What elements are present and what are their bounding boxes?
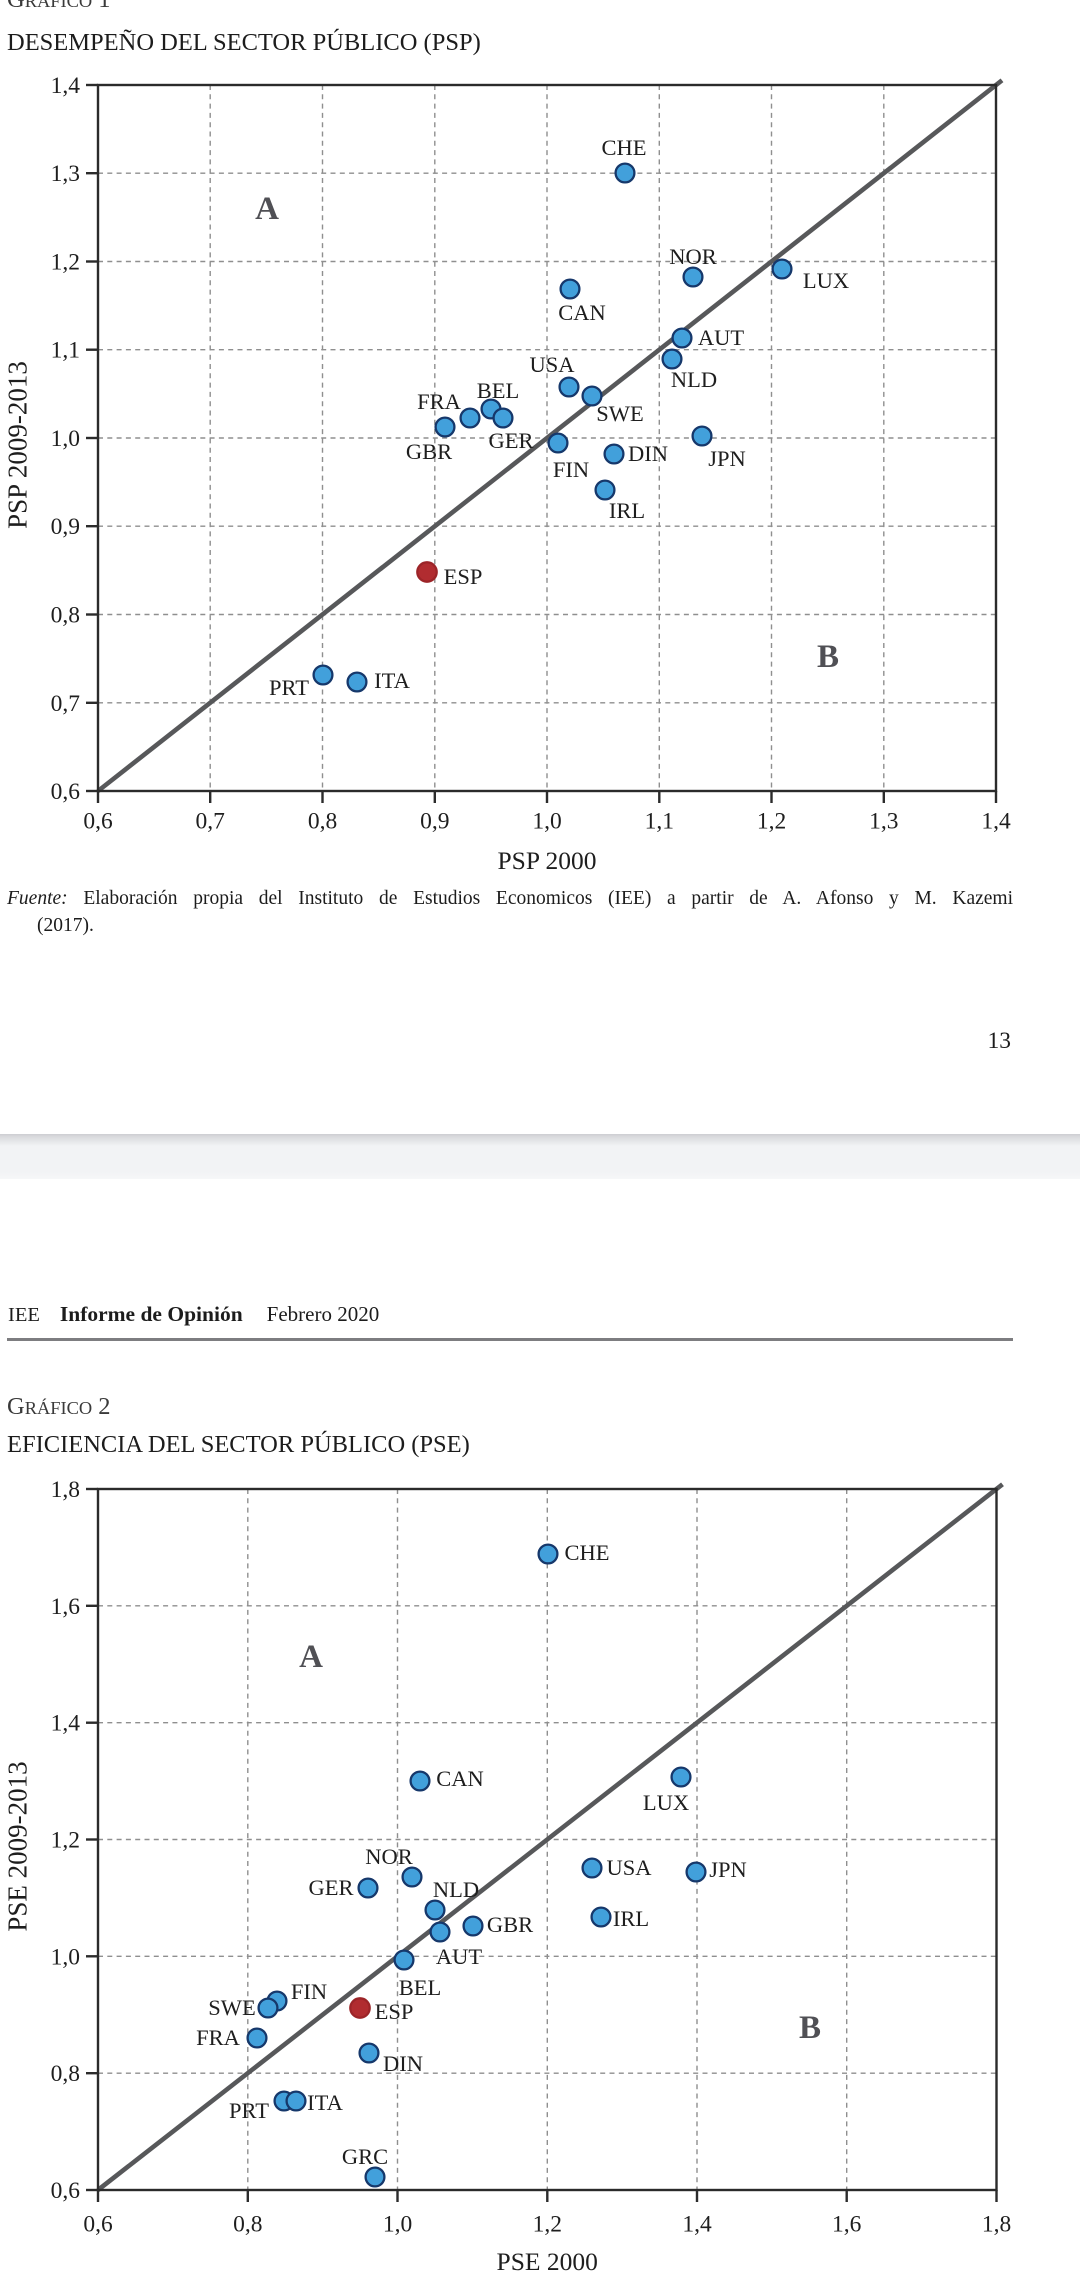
svg-text:1,2: 1,2 <box>533 2212 562 2238</box>
svg-text:PRT: PRT <box>269 675 309 700</box>
svg-text:NLD: NLD <box>433 1877 479 1902</box>
svg-text:A: A <box>299 1639 323 1675</box>
svg-text:PSP 2009-2013: PSP 2009-2013 <box>3 361 33 529</box>
svg-text:BEL: BEL <box>477 378 520 403</box>
svg-text:CHE: CHE <box>602 135 647 160</box>
svg-text:CHE: CHE <box>565 1540 610 1565</box>
svg-text:FRA: FRA <box>417 389 462 414</box>
svg-text:ITA: ITA <box>374 668 410 693</box>
svg-text:PSE 2009-2013: PSE 2009-2013 <box>3 1761 33 1931</box>
svg-text:USA: USA <box>529 352 575 377</box>
svg-text:0,8: 0,8 <box>51 603 80 629</box>
svg-text:ITA: ITA <box>307 2090 343 2115</box>
svg-text:FRA: FRA <box>196 2025 241 2050</box>
svg-text:PSP 2000: PSP 2000 <box>498 846 597 875</box>
svg-text:1,3: 1,3 <box>51 161 80 187</box>
svg-text:1,3: 1,3 <box>869 809 898 835</box>
svg-text:1,4: 1,4 <box>51 1711 81 1737</box>
svg-text:0,8: 0,8 <box>51 2061 80 2087</box>
svg-text:0,7: 0,7 <box>51 691 81 717</box>
svg-text:USA: USA <box>606 1855 652 1880</box>
svg-text:PRT: PRT <box>229 2098 269 2123</box>
svg-text:GER: GER <box>309 1875 354 1900</box>
svg-text:0,6: 0,6 <box>51 779 81 805</box>
svg-text:0,6: 0,6 <box>83 2212 113 2238</box>
svg-text:PSE 2000: PSE 2000 <box>497 2247 598 2276</box>
svg-text:B: B <box>817 639 839 675</box>
svg-text:DIN: DIN <box>383 2051 423 2076</box>
svg-text:GER: GER <box>489 428 534 453</box>
svg-text:0,7: 0,7 <box>196 809 226 835</box>
svg-text:LUX: LUX <box>643 1790 689 1815</box>
svg-text:JPN: JPN <box>709 1857 747 1882</box>
svg-text:0,6: 0,6 <box>83 809 113 835</box>
svg-text:JPN: JPN <box>708 446 746 471</box>
svg-text:1,0: 1,0 <box>532 809 561 835</box>
svg-text:CAN: CAN <box>558 300 606 325</box>
svg-text:AUT: AUT <box>698 325 744 350</box>
svg-text:1,4: 1,4 <box>51 73 81 99</box>
svg-text:1,6: 1,6 <box>832 2212 862 2238</box>
svg-text:IRL: IRL <box>613 1906 649 1931</box>
svg-text:LUX: LUX <box>803 268 849 293</box>
svg-text:0,8: 0,8 <box>233 2212 262 2238</box>
svg-text:A: A <box>255 191 279 227</box>
svg-text:1,6: 1,6 <box>51 1594 81 1620</box>
svg-text:ESP: ESP <box>375 1999 414 2024</box>
svg-text:SWE: SWE <box>208 1995 256 2020</box>
svg-text:GBR: GBR <box>406 439 452 464</box>
svg-text:1,4: 1,4 <box>682 2212 712 2238</box>
svg-text:SWE: SWE <box>596 401 644 426</box>
svg-text:1,4: 1,4 <box>981 809 1011 835</box>
svg-text:NLD: NLD <box>671 367 717 392</box>
svg-text:1,2: 1,2 <box>51 250 80 276</box>
svg-text:0,8: 0,8 <box>308 809 337 835</box>
svg-text:NOR: NOR <box>365 1844 413 1869</box>
svg-text:FIN: FIN <box>291 1979 327 2004</box>
svg-text:NOR: NOR <box>669 244 717 269</box>
svg-text:1,8: 1,8 <box>982 2212 1011 2238</box>
svg-text:1,8: 1,8 <box>51 1477 80 1503</box>
svg-text:DIN: DIN <box>628 441 668 466</box>
svg-text:0,9: 0,9 <box>51 514 80 540</box>
svg-text:IRL: IRL <box>609 498 645 523</box>
svg-text:1,0: 1,0 <box>51 426 80 452</box>
svg-text:1,2: 1,2 <box>51 1828 80 1854</box>
svg-text:FIN: FIN <box>553 457 589 482</box>
svg-text:CAN: CAN <box>436 1766 484 1791</box>
svg-text:BEL: BEL <box>399 1975 442 2000</box>
svg-text:1,2: 1,2 <box>757 809 786 835</box>
svg-text:0,6: 0,6 <box>51 2178 81 2204</box>
svg-text:1,0: 1,0 <box>383 2212 412 2238</box>
svg-text:ESP: ESP <box>444 564 483 589</box>
svg-text:B: B <box>799 2010 821 2046</box>
svg-text:GRC: GRC <box>342 2144 388 2169</box>
svg-text:0,9: 0,9 <box>420 809 449 835</box>
svg-text:GBR: GBR <box>487 1912 533 1937</box>
svg-text:1,0: 1,0 <box>51 1944 80 1970</box>
svg-text:AUT: AUT <box>436 1944 482 1969</box>
svg-text:1,1: 1,1 <box>645 809 674 835</box>
svg-text:1,1: 1,1 <box>51 338 80 364</box>
